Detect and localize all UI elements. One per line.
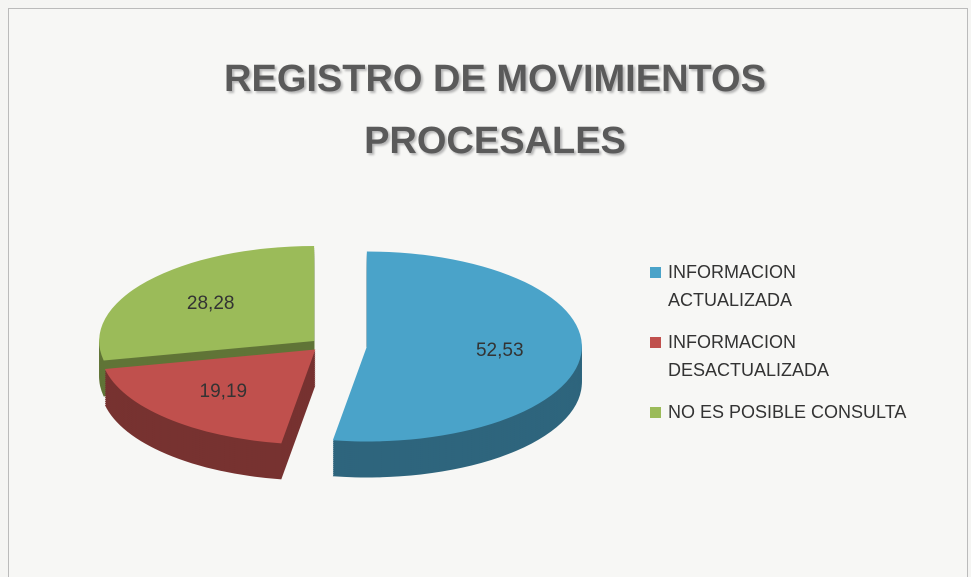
legend-label: NO ES POSIBLE CONSULTA	[668, 402, 907, 422]
legend-swatch	[650, 337, 661, 348]
data-label: 19,19	[200, 381, 248, 402]
legend-item: NO ES POSIBLE CONSULTA	[650, 398, 971, 426]
slice	[332, 251, 582, 442]
legend-swatch	[650, 407, 661, 418]
legend-label: INFORMACION DESACTUALIZADA	[668, 332, 830, 380]
slice	[104, 349, 316, 444]
legend-swatch	[650, 267, 661, 278]
slice	[99, 246, 315, 361]
data-label: 28,28	[187, 293, 235, 314]
legend-item: INFORMACION ACTUALIZADA	[650, 258, 918, 314]
legend-label: INFORMACION ACTUALIZADA	[668, 262, 796, 310]
legend: INFORMACION ACTUALIZADA INFORMACION DESAC…	[650, 258, 965, 440]
data-label: 52,53	[476, 340, 524, 361]
chart-title: REGISTRO DE MOVIMIENTOS PROCESALES	[224, 58, 766, 162]
legend-item: INFORMACION DESACTUALIZADA	[650, 328, 918, 384]
